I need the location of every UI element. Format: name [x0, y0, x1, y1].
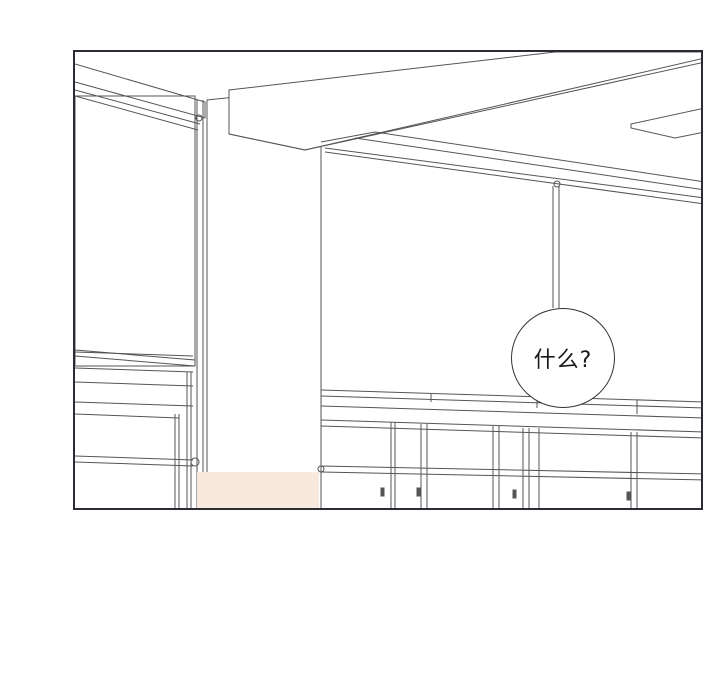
pillar-wall-tint — [197, 472, 319, 508]
right-window-header — [320, 131, 701, 182]
left-window-header — [75, 63, 206, 119]
pillar — [206, 87, 322, 508]
left-blind — [75, 95, 196, 367]
right-rail-knob — [553, 180, 561, 188]
speech-bubble: 什么? — [511, 308, 615, 408]
left-blind-knob — [195, 114, 203, 122]
speech-bubble-text: 什么? — [533, 348, 593, 373]
comic-panel: 什么? — [73, 50, 703, 510]
left-handrail — [75, 455, 194, 461]
ceiling-light — [630, 108, 701, 139]
classroom-line-art — [75, 52, 701, 508]
ceiling-beam — [228, 52, 701, 151]
right-handrail — [320, 465, 701, 475]
